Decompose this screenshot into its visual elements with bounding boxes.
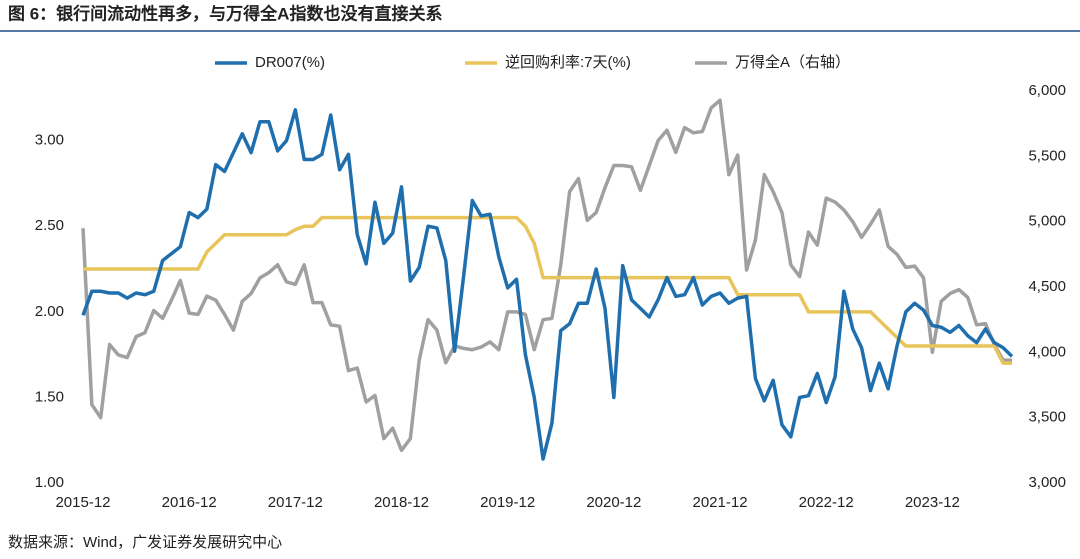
x-tick-label: 2018-12 bbox=[374, 494, 429, 511]
y-tick-label: 1.50 bbox=[35, 388, 64, 405]
series-line bbox=[81, 108, 1014, 461]
x-tick-label: 2017-12 bbox=[268, 494, 323, 511]
legend-label: 逆回购利率:7天(%) bbox=[505, 54, 631, 71]
x-tick-label: 2021-12 bbox=[692, 494, 747, 511]
series-line bbox=[81, 98, 1012, 453]
x-tick-label: 2019-12 bbox=[480, 494, 535, 511]
x-tick-label: 2016-12 bbox=[162, 494, 217, 511]
chart-title: 图 6：银行间流动性再多，与万得全A指数也没有直接关系 bbox=[8, 3, 442, 23]
x-tick-label: 2023-12 bbox=[905, 494, 960, 511]
x-tick-label: 2022-12 bbox=[799, 494, 854, 511]
y2-tick-label: 3,000 bbox=[1028, 474, 1066, 491]
y-tick-label: 3.00 bbox=[35, 132, 64, 149]
y-tick-label: 2.50 bbox=[35, 217, 64, 234]
y2-tick-label: 4,000 bbox=[1028, 343, 1066, 360]
x-tick-label: 2015-12 bbox=[55, 494, 110, 511]
y-tick-label: 2.00 bbox=[35, 303, 64, 320]
x-tick-label: 2020-12 bbox=[586, 494, 641, 511]
legend-label: 万得全A（右轴） bbox=[735, 53, 850, 71]
y2-tick-label: 5,000 bbox=[1028, 213, 1066, 230]
y2-tick-label: 5,500 bbox=[1028, 147, 1066, 164]
series-line bbox=[83, 215, 1012, 365]
source-note: 数据来源：Wind，广发证券发展研究中心 bbox=[8, 534, 282, 551]
legend-label: DR007(%) bbox=[255, 54, 325, 71]
y2-tick-label: 6,000 bbox=[1028, 82, 1066, 99]
y2-tick-label: 3,500 bbox=[1028, 409, 1066, 426]
y2-tick-label: 4,500 bbox=[1028, 278, 1066, 295]
y-tick-label: 1.00 bbox=[35, 474, 64, 491]
